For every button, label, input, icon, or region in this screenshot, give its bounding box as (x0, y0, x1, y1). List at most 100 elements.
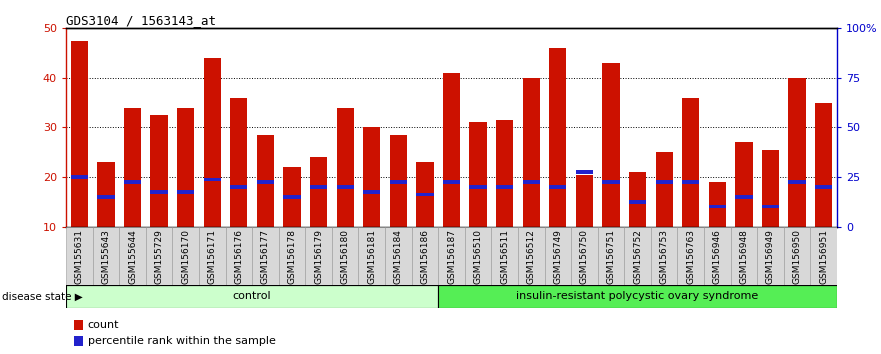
Bar (70, 41, 88, 227)
Bar (70, 175, 88, 179)
Bar (815, 103, 833, 227)
Text: GSM156951: GSM156951 (819, 229, 828, 285)
Text: GSM156181: GSM156181 (367, 229, 376, 285)
FancyBboxPatch shape (146, 227, 173, 285)
Text: GSM156186: GSM156186 (420, 229, 429, 285)
Bar (708, 205, 726, 209)
Text: GSM156510: GSM156510 (474, 229, 483, 285)
Bar (443, 73, 460, 227)
Text: GSM156948: GSM156948 (739, 229, 749, 284)
Bar (682, 98, 700, 227)
Bar (310, 157, 327, 227)
FancyBboxPatch shape (385, 227, 411, 285)
FancyBboxPatch shape (784, 227, 811, 285)
Bar (389, 135, 407, 227)
FancyBboxPatch shape (93, 227, 119, 285)
Bar (97, 162, 115, 227)
Bar (603, 63, 619, 227)
Text: GSM156752: GSM156752 (633, 229, 642, 284)
Bar (389, 180, 407, 184)
Bar (177, 108, 195, 227)
Bar (576, 170, 593, 174)
Text: GSM156511: GSM156511 (500, 229, 509, 285)
Text: GSM156187: GSM156187 (447, 229, 456, 285)
FancyBboxPatch shape (173, 227, 199, 285)
Bar (762, 205, 779, 209)
Text: GSM156749: GSM156749 (553, 229, 562, 284)
FancyBboxPatch shape (492, 227, 518, 285)
Bar (655, 152, 673, 227)
FancyBboxPatch shape (306, 227, 332, 285)
Bar (230, 185, 248, 189)
Bar (204, 178, 221, 181)
FancyBboxPatch shape (226, 227, 252, 285)
Bar (151, 115, 167, 227)
Bar (284, 167, 300, 227)
FancyBboxPatch shape (811, 227, 837, 285)
FancyBboxPatch shape (465, 227, 492, 285)
FancyBboxPatch shape (438, 285, 837, 308)
FancyBboxPatch shape (66, 227, 93, 285)
FancyBboxPatch shape (278, 227, 306, 285)
Text: GDS3104 / 1563143_at: GDS3104 / 1563143_at (66, 14, 216, 27)
FancyBboxPatch shape (544, 227, 571, 285)
Text: GSM156170: GSM156170 (181, 229, 190, 285)
FancyBboxPatch shape (730, 227, 757, 285)
Bar (417, 193, 433, 196)
Bar (788, 78, 806, 227)
Bar (496, 185, 514, 189)
Bar (284, 195, 300, 199)
Bar (496, 120, 514, 227)
Bar (74, 336, 83, 346)
Bar (655, 180, 673, 184)
FancyBboxPatch shape (199, 227, 226, 285)
Bar (337, 108, 354, 227)
FancyBboxPatch shape (252, 227, 278, 285)
Text: GSM156750: GSM156750 (580, 229, 589, 285)
Bar (470, 185, 486, 189)
Bar (310, 185, 327, 189)
Bar (736, 195, 752, 199)
Bar (815, 185, 833, 189)
Bar (124, 180, 141, 184)
FancyBboxPatch shape (119, 227, 146, 285)
FancyBboxPatch shape (438, 227, 465, 285)
Text: GSM156180: GSM156180 (341, 229, 350, 285)
Bar (682, 180, 700, 184)
Text: GSM156171: GSM156171 (208, 229, 217, 285)
Bar (788, 180, 806, 184)
Bar (97, 195, 115, 199)
Text: percentile rank within the sample: percentile rank within the sample (88, 336, 276, 346)
Bar (256, 135, 274, 227)
Text: control: control (233, 291, 271, 302)
Text: GSM155643: GSM155643 (101, 229, 110, 284)
Text: GSM156753: GSM156753 (660, 229, 669, 285)
Bar (603, 180, 619, 184)
Text: GSM156179: GSM156179 (315, 229, 323, 285)
Text: count: count (88, 320, 119, 330)
Text: GSM155631: GSM155631 (75, 229, 84, 285)
Bar (363, 190, 381, 194)
FancyBboxPatch shape (625, 227, 651, 285)
Bar (177, 190, 195, 194)
Bar (124, 108, 141, 227)
Bar (230, 98, 248, 227)
Bar (256, 180, 274, 184)
Text: GSM156177: GSM156177 (261, 229, 270, 285)
Text: GSM156176: GSM156176 (234, 229, 243, 285)
Bar (470, 122, 486, 227)
Text: GSM156949: GSM156949 (766, 229, 775, 284)
FancyBboxPatch shape (571, 227, 597, 285)
Bar (708, 182, 726, 227)
FancyBboxPatch shape (757, 227, 784, 285)
FancyBboxPatch shape (651, 227, 677, 285)
Text: insulin-resistant polycystic ovary syndrome: insulin-resistant polycystic ovary syndr… (516, 291, 759, 302)
FancyBboxPatch shape (704, 227, 730, 285)
FancyBboxPatch shape (518, 227, 544, 285)
Bar (522, 78, 540, 227)
Bar (151, 190, 167, 194)
Text: GSM155644: GSM155644 (128, 229, 137, 284)
Bar (762, 150, 779, 227)
Text: GSM156751: GSM156751 (606, 229, 616, 285)
Bar (443, 180, 460, 184)
